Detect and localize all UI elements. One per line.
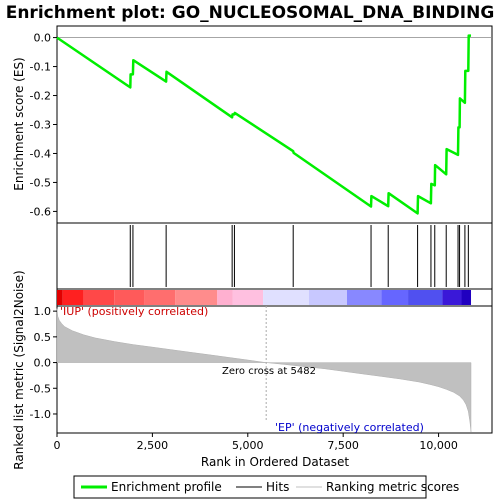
x-tick-label: 5,000 xyxy=(232,439,264,452)
metric-layer xyxy=(56,306,472,433)
ranking-metric-area xyxy=(56,308,472,433)
es-y-tick-label: -0.1 xyxy=(30,61,51,74)
legend-ranking-metric: Ranking metric scores xyxy=(326,480,459,494)
es-layer xyxy=(56,34,492,215)
es-panel-frame xyxy=(56,25,493,224)
colorbar-segment xyxy=(144,290,176,305)
metric-y-tick-label: 1.0 xyxy=(34,305,52,318)
metric-y-tick-label: -0.5 xyxy=(30,382,51,395)
colorbar-segment xyxy=(442,290,462,305)
metric-y-tick-label: 0.0 xyxy=(34,357,52,370)
x-tick-label: 0 xyxy=(54,439,61,452)
es-y-tick-label: -0.6 xyxy=(30,205,51,218)
metric-y-tick-label: 0.5 xyxy=(34,331,52,344)
colorbar-segment xyxy=(263,290,309,305)
colorbar-segment xyxy=(347,290,382,305)
colorbar-segment xyxy=(381,290,409,305)
colorbar-segment xyxy=(308,290,347,305)
x-tick-label: 7,500 xyxy=(327,439,359,452)
colorbar-segment xyxy=(232,290,264,305)
metric-y-axis-label: Ranked list metric (Signal2Noise) xyxy=(12,270,26,469)
colorbar-segment xyxy=(114,290,145,305)
colorbar-segment xyxy=(461,290,472,305)
negative-correlation-label: 'EP' (negatively correlated) xyxy=(275,421,424,434)
colorbar-segment xyxy=(408,290,443,305)
metric-y-tick-label: -1.0 xyxy=(30,408,51,421)
colorbar-segment xyxy=(175,290,218,305)
colorbar-segment xyxy=(57,290,63,305)
es-y-tick-label: -0.3 xyxy=(30,119,51,132)
chart-title: Enrichment plot: GO_NUCLEOSOMAL_DNA_BIND… xyxy=(6,3,495,23)
x-axis-label: Rank in Ordered Dataset xyxy=(201,455,349,469)
es-y-tick-label: 0.0 xyxy=(34,32,52,45)
enrichment-profile-line xyxy=(56,34,471,215)
x-tick-label: 2,500 xyxy=(137,439,169,452)
es-y-tick-label: -0.4 xyxy=(30,147,51,160)
colorbar-segment xyxy=(217,290,233,305)
x-tick-label: 10,000 xyxy=(419,439,458,452)
hits-panel-frame xyxy=(56,222,493,290)
es-y-tick-label: -0.2 xyxy=(30,90,51,103)
es-y-axis-label: Enrichment score (ES) xyxy=(12,57,26,190)
axes-layer: 0.0 -0.1 -0.2 -0.3 -0.4 -0.5 -0.6 1.0 0.5 0.0 -0.5… xyxy=(30,32,458,452)
es-y-tick-label: -0.5 xyxy=(30,176,51,189)
zero-cross-label: Zero cross at 5482 xyxy=(222,366,316,377)
positive-correlation-label: 'IUP' (positively correlated) xyxy=(60,305,208,318)
colorbar-segment xyxy=(62,290,84,305)
legend-enrichment-profile: Enrichment profile xyxy=(111,480,222,494)
colorbar-segment xyxy=(83,290,115,305)
hits-layer xyxy=(129,225,469,287)
colorbar-layer xyxy=(57,290,472,305)
legend-hits: Hits xyxy=(266,480,289,494)
